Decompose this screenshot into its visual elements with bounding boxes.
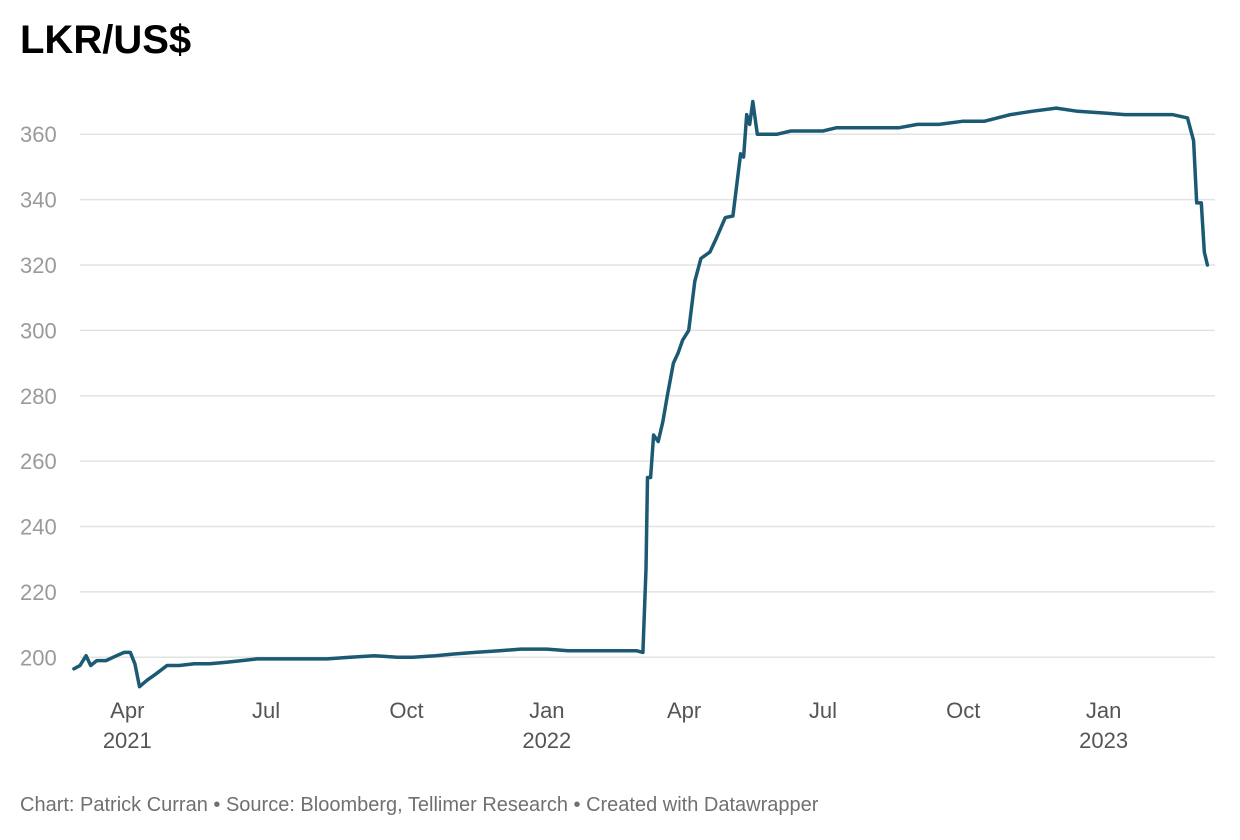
gridlines — [80, 133, 1215, 659]
x-tick-label: Apr — [667, 698, 701, 723]
x-tick-label: Jul — [809, 698, 837, 723]
series-layer — [72, 99, 1210, 689]
x-tick-label: Oct — [389, 698, 423, 723]
x-tick-label: Apr — [110, 698, 144, 723]
y-tick-label: 320 — [20, 253, 57, 278]
x-tick-year-label: 2021 — [103, 728, 152, 753]
series-line-0 — [72, 99, 1210, 689]
y-tick-label: 280 — [20, 384, 57, 409]
line-chart: 200 220 240 260 280 300 320 340 360 Apr 2021 Jul Oc… — [20, 99, 1215, 753]
x-axis: Apr 2021 Jul Oct Jan 2022 Apr Jul Oct Jan 2023 — [103, 698, 1128, 753]
y-tick-label: 220 — [20, 580, 57, 605]
y-tick-label: 240 — [20, 515, 57, 540]
y-tick-label: 340 — [20, 188, 57, 213]
y-tick-label: 260 — [20, 449, 57, 474]
x-tick-year-label: 2022 — [522, 728, 571, 753]
x-tick-label: Oct — [946, 698, 980, 723]
chart-footer: Chart: Patrick Curran • Source: Bloomber… — [20, 794, 819, 816]
y-tick-label: 300 — [20, 318, 57, 343]
x-tick-label: Jan — [529, 698, 564, 723]
y-tick-label: 200 — [20, 645, 57, 670]
y-axis: 200 220 240 260 280 300 320 340 360 — [20, 122, 57, 670]
x-tick-label: Jan — [1086, 698, 1121, 723]
x-tick-year-label: 2023 — [1079, 728, 1128, 753]
x-tick-label: Jul — [252, 698, 280, 723]
chart-title: LKR/US$ — [20, 18, 192, 62]
y-tick-label: 360 — [20, 122, 57, 147]
